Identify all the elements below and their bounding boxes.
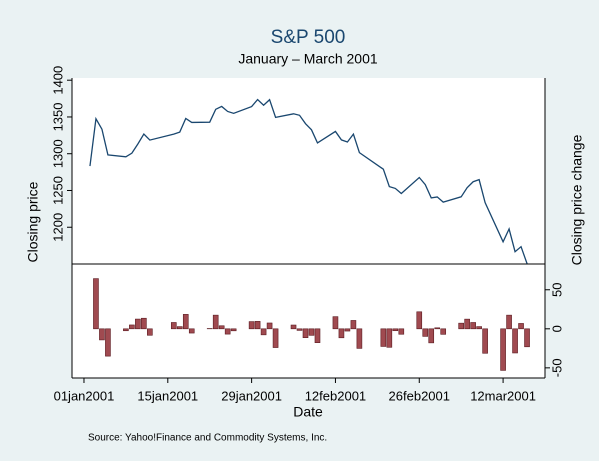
y2-tick-label: 0 — [549, 325, 564, 332]
x-axis-title: Date — [293, 404, 323, 420]
y2-axis-title: Closing price change — [569, 134, 585, 265]
y-tick-label: 1300 — [50, 139, 65, 168]
change-bar — [105, 328, 111, 357]
change-bar — [500, 328, 506, 371]
change-bar — [230, 328, 237, 332]
change-bar — [518, 323, 524, 330]
change-bar — [141, 317, 147, 330]
change-bar — [302, 328, 309, 338]
change-bar — [314, 328, 321, 343]
x-tick-label: 26feb2001 — [389, 388, 450, 403]
change-bar — [188, 328, 195, 334]
change-bar — [512, 328, 518, 354]
change-bar — [470, 322, 476, 330]
change-bar — [416, 311, 423, 330]
change-bar — [386, 328, 393, 348]
change-bar — [248, 321, 255, 330]
y-tick-label: 1350 — [50, 103, 65, 132]
change-bar — [476, 326, 482, 330]
change-bar — [308, 328, 315, 336]
change-bar — [266, 322, 273, 330]
change-bar — [99, 328, 105, 341]
change-bar — [428, 328, 435, 344]
change-bar — [458, 322, 464, 330]
change-bar — [380, 328, 387, 347]
change-bar — [129, 324, 135, 330]
change-bar — [482, 328, 488, 354]
change-bar — [464, 318, 470, 330]
chart-title: S&P 500 — [271, 27, 346, 48]
change-bar — [422, 328, 429, 337]
change-bar — [524, 328, 530, 348]
change-bar — [170, 322, 177, 330]
change-bar — [350, 320, 357, 330]
change-bar — [338, 328, 345, 339]
price-line — [89, 98, 528, 264]
x-tick-label: 12feb2001 — [305, 388, 366, 403]
change-bar — [254, 321, 261, 330]
change-bar — [218, 325, 225, 330]
change-bar — [290, 324, 297, 330]
change-bar — [260, 328, 267, 336]
change-bar — [332, 316, 339, 330]
change-bar — [356, 328, 363, 349]
change-bar — [506, 314, 512, 330]
y-tick-label: 1400 — [50, 66, 65, 95]
x-tick-label: 15jan2001 — [137, 388, 198, 403]
x-tick-label: 12mar2001 — [470, 388, 536, 403]
change-bar — [398, 328, 405, 335]
change-bar — [440, 328, 447, 335]
change-bar — [434, 327, 441, 330]
y2-tick-label: -50 — [549, 358, 564, 377]
y2-tick-label: 50 — [549, 283, 564, 297]
change-bar — [123, 328, 129, 332]
change-bar — [224, 328, 231, 335]
x-tick-label: 29jan2001 — [221, 388, 282, 403]
x-tick-label: 01jan2001 — [54, 388, 115, 403]
y-tick-label: 1250 — [50, 176, 65, 205]
change-bar — [135, 318, 141, 330]
plot-area — [72, 78, 545, 378]
change-bar — [182, 314, 189, 330]
change-bar — [212, 314, 219, 330]
change-bar — [176, 326, 183, 330]
change-bar — [147, 328, 153, 336]
change-bar — [272, 328, 279, 348]
change-bar — [344, 328, 351, 332]
change-bar — [296, 328, 303, 331]
y-tick-label: 1200 — [50, 213, 65, 242]
y-axis-title: Closing price — [25, 181, 41, 262]
change-bar — [93, 278, 99, 330]
change-bar — [392, 328, 399, 332]
source-note: Source: Yahoo!Finance and Commodity Syst… — [88, 433, 327, 444]
chart-subtitle: January – March 2001 — [238, 51, 378, 67]
